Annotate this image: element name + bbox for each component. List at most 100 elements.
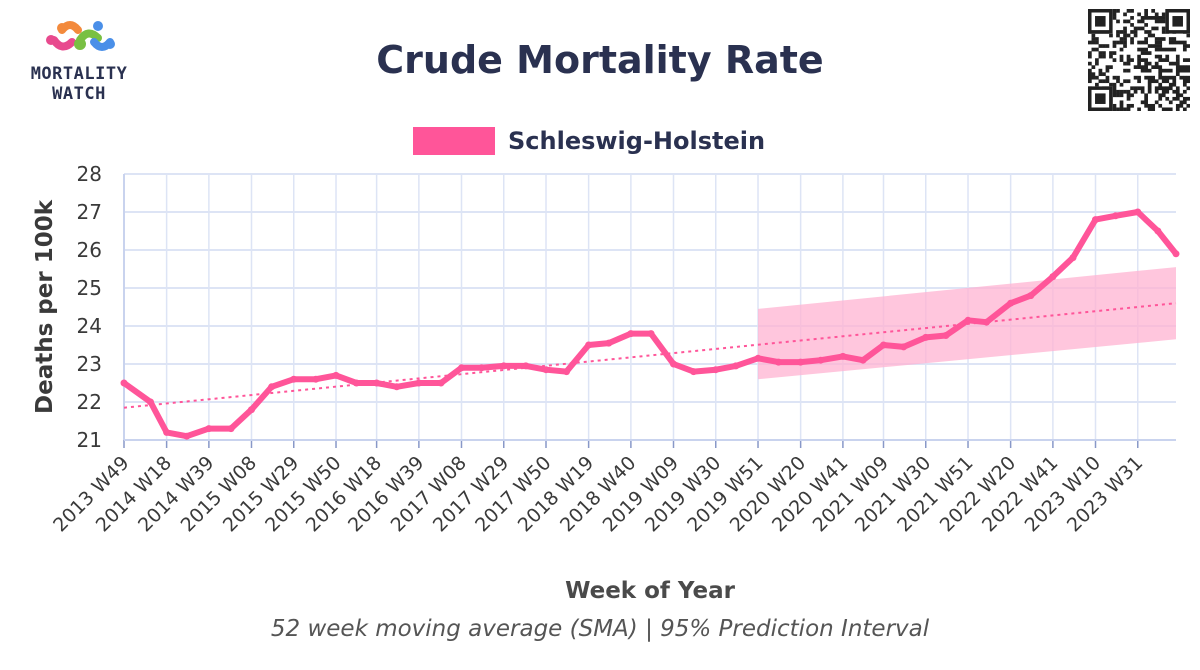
qr-module <box>1098 79 1103 84</box>
qr-module <box>1137 58 1141 62</box>
qr-module <box>1168 75 1173 80</box>
qr-module <box>1158 75 1163 80</box>
qr-module <box>1158 58 1163 62</box>
qr-module <box>1182 47 1187 52</box>
qr-module <box>1119 47 1124 52</box>
logo-text-line2: WATCH <box>52 84 106 104</box>
qr-module <box>1165 58 1170 62</box>
qr-module <box>1161 37 1166 41</box>
qr-module <box>1109 54 1113 59</box>
data-point <box>415 379 423 387</box>
qr-module <box>1144 100 1148 105</box>
qr-module <box>1186 65 1190 69</box>
qr-module <box>1109 33 1113 38</box>
qr-module <box>1144 12 1148 17</box>
qr-module <box>1144 9 1148 13</box>
qr-module <box>1182 40 1187 45</box>
qr-module <box>1175 58 1180 62</box>
qr-module <box>1112 58 1117 62</box>
qr-module <box>1091 37 1096 41</box>
qr-module <box>1168 86 1173 91</box>
qr-module <box>1126 93 1131 98</box>
qr-module <box>1175 65 1180 69</box>
qr-module <box>1126 96 1131 101</box>
legend-label: Schleswig-Holstein <box>508 127 766 155</box>
qr-module <box>1186 58 1190 62</box>
qr-module <box>1161 89 1166 94</box>
data-point <box>457 364 465 372</box>
qr-module <box>1123 12 1127 17</box>
qr-module <box>1088 72 1092 77</box>
qr-module <box>1133 86 1138 91</box>
qr-module <box>1186 86 1190 91</box>
data-point <box>120 379 128 387</box>
qr-module <box>1179 103 1184 108</box>
qr-module <box>1154 12 1159 17</box>
qr-module <box>1123 26 1127 31</box>
qr-module <box>1116 79 1120 84</box>
qr-module <box>1182 89 1187 94</box>
data-point <box>1172 250 1180 258</box>
qr-finder-core <box>1095 16 1106 27</box>
qr-module <box>1130 40 1134 45</box>
qr-module <box>1130 103 1134 108</box>
qr-module <box>1102 79 1106 84</box>
qr-module <box>1154 44 1159 48</box>
qr-module <box>1151 75 1156 80</box>
data-point <box>478 364 486 372</box>
qr-module <box>1119 30 1124 34</box>
qr-module <box>1119 103 1124 108</box>
data-point <box>1154 227 1162 235</box>
qr-module <box>1182 58 1187 62</box>
qr-module <box>1165 47 1170 52</box>
legend[interactable]: Schleswig-Holstein <box>413 124 765 158</box>
qr-module <box>1109 65 1113 69</box>
qr-module <box>1130 9 1134 13</box>
qr-module <box>1182 100 1187 105</box>
qr-finder-core <box>1172 16 1183 27</box>
qr-module <box>1119 93 1124 98</box>
qr-module <box>1140 68 1145 73</box>
qr-module <box>1147 75 1152 80</box>
qr-module <box>1165 86 1170 91</box>
qr-module <box>1112 82 1117 87</box>
qr-module <box>1154 61 1159 66</box>
axes <box>123 174 1176 441</box>
qr-module <box>1137 47 1141 52</box>
qr-module <box>1105 44 1110 48</box>
qr-module <box>1126 9 1131 13</box>
qr-module <box>1123 30 1127 34</box>
data-point <box>393 383 401 391</box>
qr-module <box>1147 33 1152 38</box>
qr-module <box>1130 23 1134 27</box>
qr-module <box>1091 65 1096 69</box>
qr-module <box>1119 107 1124 111</box>
qr-module <box>1126 79 1131 84</box>
qr-module <box>1123 107 1127 111</box>
qr-module <box>1130 37 1134 41</box>
qr-module <box>1158 47 1163 52</box>
y-tick-label: 26 <box>77 238 102 262</box>
data-point <box>839 352 847 360</box>
qr-module <box>1137 65 1141 69</box>
qr-module <box>1126 58 1131 62</box>
qr-module <box>1154 54 1159 59</box>
qr-module <box>1147 61 1152 66</box>
data-point <box>1007 299 1015 307</box>
logo-molecule-icon <box>46 21 115 51</box>
qr-module <box>1168 47 1173 52</box>
qr-module <box>1186 96 1190 101</box>
chart-subtitle: 52 week moving average (SMA) | 95% Predi… <box>270 616 930 642</box>
qr-module <box>1102 72 1106 77</box>
qr-module <box>1161 79 1166 84</box>
qr-module <box>1105 68 1110 73</box>
qr-module <box>1165 75 1170 80</box>
qr-module <box>1175 96 1180 101</box>
qr-module <box>1140 89 1145 94</box>
qr-module <box>1186 103 1190 108</box>
qr-module <box>1158 72 1163 77</box>
data-point <box>247 406 255 414</box>
qr-module <box>1137 75 1141 80</box>
qr-module <box>1091 72 1096 77</box>
